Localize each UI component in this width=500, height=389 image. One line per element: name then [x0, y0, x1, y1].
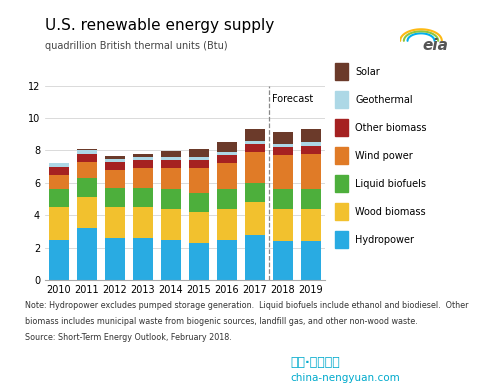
Text: Geothermal: Geothermal	[355, 95, 412, 105]
Bar	[274, 147, 292, 155]
Bar	[190, 243, 208, 280]
Text: Forecast: Forecast	[272, 94, 314, 104]
Text: Liquid biofuels: Liquid biofuels	[355, 179, 426, 189]
Bar	[106, 207, 124, 238]
Bar	[190, 157, 208, 160]
Bar	[302, 209, 320, 241]
Bar	[134, 154, 152, 157]
Bar	[50, 163, 68, 166]
Bar	[106, 238, 124, 280]
Bar	[134, 160, 152, 168]
Bar	[78, 154, 96, 162]
Bar	[274, 189, 292, 209]
Bar	[218, 240, 236, 280]
Bar	[218, 163, 236, 189]
Bar	[246, 152, 264, 183]
Bar	[246, 183, 264, 202]
Text: china-nengyuan.com: china-nengyuan.com	[290, 373, 400, 384]
Bar	[302, 129, 320, 142]
Bar	[274, 209, 292, 241]
Text: eia: eia	[422, 37, 448, 53]
Text: biomass includes municipal waste from biogenic sources, landfill gas, and other : biomass includes municipal waste from bi…	[25, 317, 418, 326]
Bar	[162, 160, 180, 168]
Bar	[78, 162, 96, 178]
Bar	[218, 189, 236, 209]
Bar	[246, 129, 264, 141]
Bar	[274, 144, 292, 147]
Text: Solar: Solar	[355, 67, 380, 77]
Bar	[218, 142, 236, 152]
Bar	[134, 207, 152, 238]
Bar	[190, 160, 208, 168]
Text: Wood biomass: Wood biomass	[355, 207, 426, 217]
Bar	[50, 207, 68, 240]
Bar	[246, 235, 264, 280]
Bar	[162, 151, 180, 157]
Bar	[162, 189, 180, 209]
Bar	[78, 178, 96, 198]
Text: Other biomass: Other biomass	[355, 123, 426, 133]
Bar	[106, 159, 124, 162]
Bar	[302, 142, 320, 145]
Bar	[162, 209, 180, 240]
Bar	[246, 141, 264, 144]
Bar	[274, 132, 292, 144]
Bar	[190, 168, 208, 193]
Text: Source: Short-Term Energy Outlook, February 2018.: Source: Short-Term Energy Outlook, Febru…	[25, 333, 232, 342]
Text: quadrillion British thermal units (Btu): quadrillion British thermal units (Btu)	[45, 41, 228, 51]
Bar	[162, 157, 180, 160]
Text: Note: Hydropower excludes pumped storage generation.  Liquid biofuels include et: Note: Hydropower excludes pumped storage…	[25, 301, 468, 310]
Bar	[78, 149, 96, 151]
Bar	[218, 209, 236, 240]
Bar	[218, 152, 236, 155]
Bar	[78, 151, 96, 154]
Bar	[246, 202, 264, 235]
Bar	[50, 175, 68, 189]
Bar	[302, 154, 320, 189]
Bar	[106, 162, 124, 170]
Text: U.S. renewable energy supply: U.S. renewable energy supply	[45, 18, 274, 33]
Bar	[78, 228, 96, 280]
Bar	[162, 168, 180, 189]
Bar	[106, 156, 124, 159]
Bar	[302, 145, 320, 154]
Bar	[190, 212, 208, 243]
Text: 资讯·新能源网: 资讯·新能源网	[290, 356, 340, 369]
Bar	[134, 157, 152, 160]
Bar	[50, 240, 68, 280]
Bar	[134, 168, 152, 188]
Bar	[50, 189, 68, 207]
Bar	[218, 155, 236, 163]
Bar	[134, 238, 152, 280]
Bar	[162, 240, 180, 280]
Bar	[302, 189, 320, 209]
Bar	[78, 197, 96, 228]
Bar	[106, 188, 124, 207]
Bar	[106, 170, 124, 188]
Bar	[50, 166, 68, 175]
Bar	[274, 155, 292, 189]
Text: Hydropower: Hydropower	[355, 235, 414, 245]
Text: Wind power: Wind power	[355, 151, 413, 161]
Bar	[274, 241, 292, 280]
Bar	[190, 149, 208, 157]
Bar	[246, 144, 264, 152]
Bar	[302, 241, 320, 280]
Bar	[190, 193, 208, 212]
Bar	[134, 188, 152, 207]
